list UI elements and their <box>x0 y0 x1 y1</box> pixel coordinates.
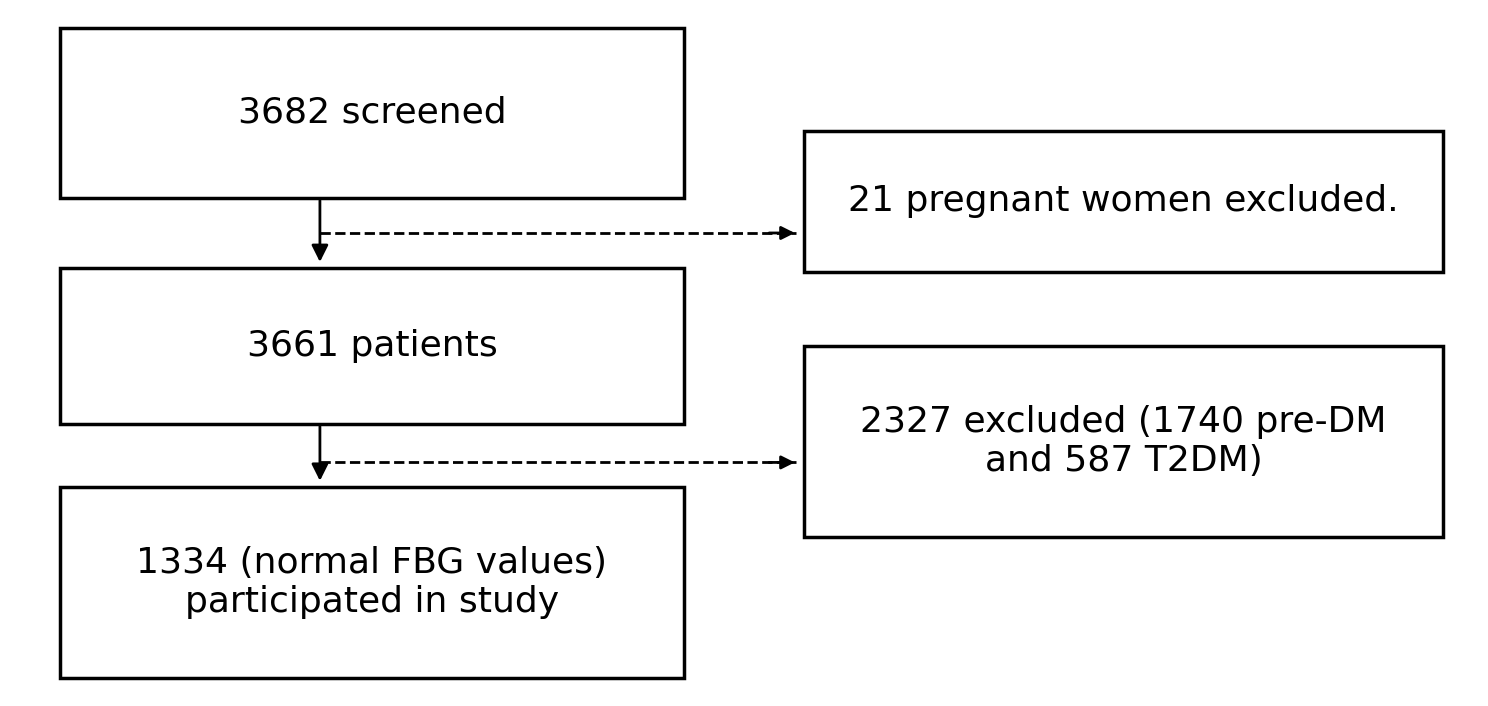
Text: 21 pregnant women excluded.: 21 pregnant women excluded. <box>848 184 1399 218</box>
Bar <box>60 268 684 424</box>
Text: 1334 (normal FBG values)
participated in study: 1334 (normal FBG values) participated in… <box>137 546 607 619</box>
Bar <box>804 346 1443 537</box>
Text: 2327 excluded (1740 pre-DM
and 587 T2DM): 2327 excluded (1740 pre-DM and 587 T2DM) <box>860 405 1387 478</box>
Text: 3682 screened: 3682 screened <box>238 96 506 130</box>
Text: 3661 patients: 3661 patients <box>247 329 497 363</box>
Bar <box>60 487 684 678</box>
Bar <box>60 28 684 198</box>
Bar <box>804 131 1443 272</box>
